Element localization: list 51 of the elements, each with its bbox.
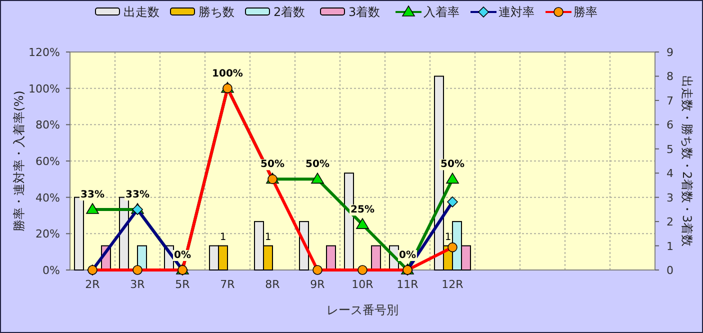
data-label: 0% — [174, 250, 191, 261]
y2-tick-label: 8 — [666, 70, 674, 84]
legend-label: 2着数 — [274, 5, 306, 19]
y2-tick-label: 2 — [666, 216, 674, 229]
legend-label: 勝率 — [574, 5, 598, 19]
data-label: 1 — [264, 232, 272, 243]
data-label: 100% — [212, 68, 243, 80]
x-axis-title: レース番号別 — [326, 303, 398, 317]
y2-tick-label: 5 — [666, 142, 674, 156]
y-tick-label: 80% — [36, 118, 60, 132]
data-label: 50% — [260, 159, 284, 170]
y2-tick-label: 6 — [666, 118, 674, 132]
x-tick-label: 2R — [85, 278, 100, 291]
y-tick-label: 100% — [28, 82, 60, 96]
y2-tick-label: 7 — [666, 94, 674, 108]
y2-axis-title: 出走数・勝ち数・2着数・3着数 — [680, 75, 694, 247]
y2-tick-label: 3 — [666, 191, 674, 204]
x-tick-label: 3R — [130, 278, 146, 291]
legend-label: 勝ち数 — [198, 5, 234, 19]
data-label: 33% — [80, 190, 104, 201]
y-axis-title: 勝率・連対率・入着率(%) — [12, 90, 26, 232]
data-label: 25% — [350, 204, 374, 216]
x-tick-label: 11R — [396, 278, 419, 291]
y2-tick-label: 4 — [666, 167, 674, 180]
legend-label: 3着数 — [348, 5, 380, 19]
data-label: 0% — [399, 250, 416, 261]
x-tick-label: 10R — [352, 278, 374, 291]
legend-label: 連対率 — [498, 5, 534, 19]
y-tick-label: 60% — [36, 155, 60, 168]
y2-tick-label: 0 — [666, 264, 674, 277]
bar — [371, 245, 381, 270]
legend-label: 出走数 — [124, 5, 160, 19]
x-tick-label: 12R — [442, 278, 464, 291]
legend-label: 入着率 — [424, 5, 460, 19]
data-label: 1 — [220, 232, 226, 243]
y-tick-label: 20% — [36, 228, 60, 241]
x-tick-label: 8R — [265, 278, 280, 291]
x-tick-label: 9R — [310, 278, 326, 291]
bar — [326, 245, 336, 270]
x-tick-label: 5R — [175, 278, 190, 291]
bar — [74, 196, 84, 270]
x-tick-label: 7R — [220, 278, 236, 291]
y2-tick-label: 9 — [666, 46, 674, 59]
y-tick-label: 0% — [42, 264, 60, 277]
y-tick-label: 120% — [28, 46, 60, 59]
data-label: 1 — [444, 232, 452, 243]
data-label: 50% — [440, 159, 464, 170]
data-label: 50% — [306, 159, 330, 170]
y-tick-label: 40% — [36, 191, 60, 204]
data-label: 33% — [126, 190, 150, 201]
y2-tick-label: 1 — [666, 240, 674, 253]
